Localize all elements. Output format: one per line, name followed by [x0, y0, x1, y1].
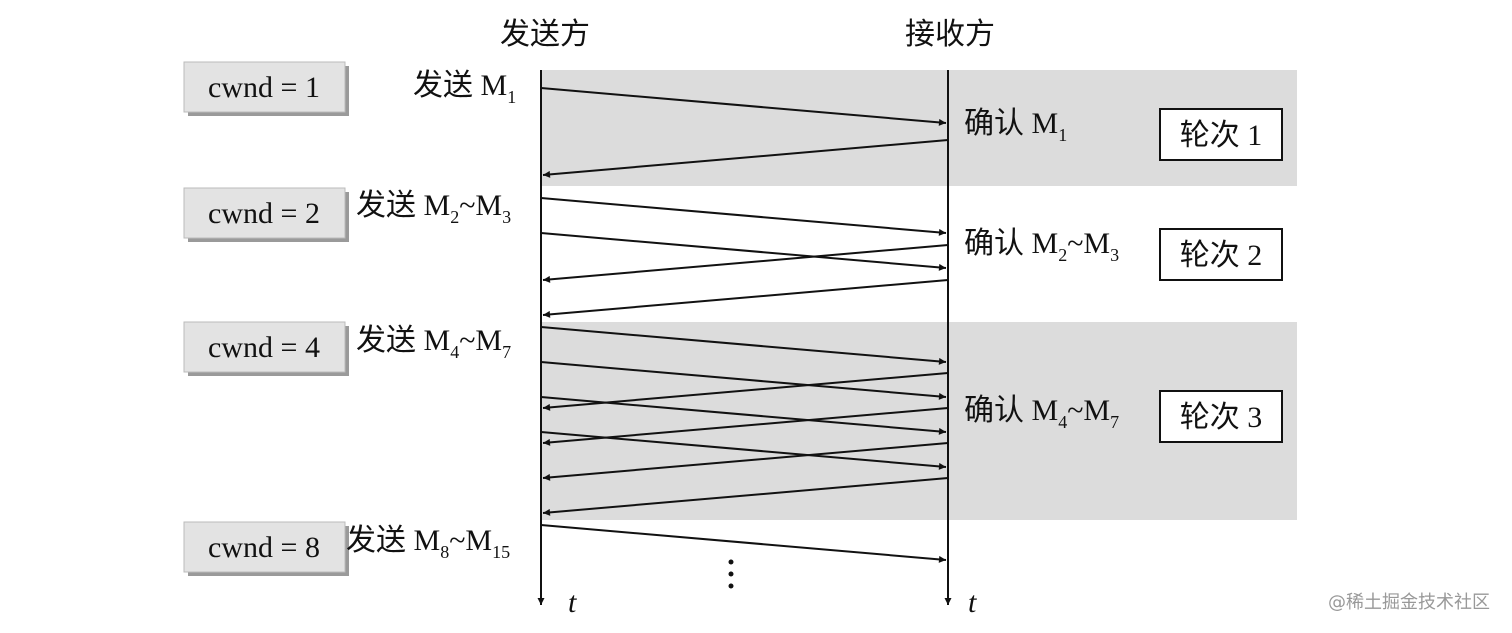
- arrow: [540, 87, 947, 126]
- label-part: 1: [1058, 125, 1067, 145]
- receiver-header: 接收方: [905, 18, 995, 51]
- send-label: 发送 M8~M15: [346, 524, 510, 562]
- ellipsis-dot: [728, 583, 734, 589]
- label-part: 3: [502, 207, 511, 227]
- ellipsis-dot: [728, 559, 734, 565]
- cwnd-label: cwnd = 8: [208, 531, 320, 564]
- label-part: ~M: [1067, 227, 1110, 260]
- ack-label: 确认 M4~M7: [964, 394, 1119, 432]
- ack-label: 确认 M2~M3: [964, 227, 1119, 265]
- round-box: [1159, 390, 1283, 443]
- label-part: 确认 M: [964, 107, 1058, 140]
- sender-header: 发送方: [500, 18, 590, 51]
- label-part: ~M: [459, 189, 502, 222]
- arrow: [540, 524, 947, 563]
- label-part: 发送 M: [356, 324, 450, 357]
- arrow: [542, 372, 949, 411]
- label-part: 发送 M: [413, 69, 507, 102]
- cwnd-box: [183, 321, 346, 373]
- cwnd-box: [183, 187, 346, 239]
- send-label: 发送 M1: [413, 69, 516, 107]
- arrow: [542, 244, 949, 283]
- cwnd-label: cwnd = 1: [208, 71, 320, 104]
- ack-label: 确认 M1: [964, 107, 1067, 145]
- arrow: [542, 477, 949, 516]
- label-part: 确认 M: [964, 394, 1058, 427]
- label-part: 3: [1110, 245, 1119, 265]
- arrow: [540, 361, 947, 400]
- round-label: 轮次 2: [1180, 239, 1263, 272]
- send-label: 发送 M4~M7: [356, 324, 511, 362]
- label-part: ~M: [449, 524, 492, 557]
- arrow: [540, 197, 947, 236]
- round-box: [1159, 108, 1283, 161]
- arrow: [542, 139, 949, 178]
- cwnd-box: [183, 521, 346, 573]
- label-part: 15: [492, 542, 510, 562]
- arrow: [540, 232, 947, 271]
- label-part: 7: [1110, 412, 1119, 432]
- label-part: 1: [507, 87, 516, 107]
- label-part: 7: [502, 342, 511, 362]
- cwnd-label: cwnd = 4: [208, 331, 320, 364]
- cwnd-label: cwnd = 2: [208, 197, 320, 230]
- label-part: 发送 M: [356, 189, 450, 222]
- label-part: 2: [450, 207, 459, 227]
- label-part: 确认 M: [964, 227, 1058, 260]
- time-label: t: [968, 586, 977, 619]
- watermark: @稀土掘金技术社区: [1328, 592, 1490, 613]
- label-part: 4: [1058, 412, 1067, 432]
- arrow: [540, 326, 947, 365]
- round-label: 轮次 3: [1180, 401, 1263, 434]
- label-part: 2: [1058, 245, 1067, 265]
- arrow: [542, 442, 949, 481]
- send-label: 发送 M2~M3: [356, 189, 511, 227]
- label-part: ~M: [459, 324, 502, 357]
- label-part: 8: [440, 542, 449, 562]
- arrow: [542, 279, 949, 318]
- label-part: 发送 M: [346, 524, 440, 557]
- label-part: ~M: [1067, 394, 1110, 427]
- time-label: t: [568, 586, 577, 619]
- round-box: [1159, 228, 1283, 281]
- ellipsis-dot: [728, 571, 734, 577]
- cwnd-box: [183, 61, 346, 113]
- round-label: 轮次 1: [1180, 119, 1263, 152]
- label-part: 4: [450, 342, 459, 362]
- arrow: [542, 407, 949, 446]
